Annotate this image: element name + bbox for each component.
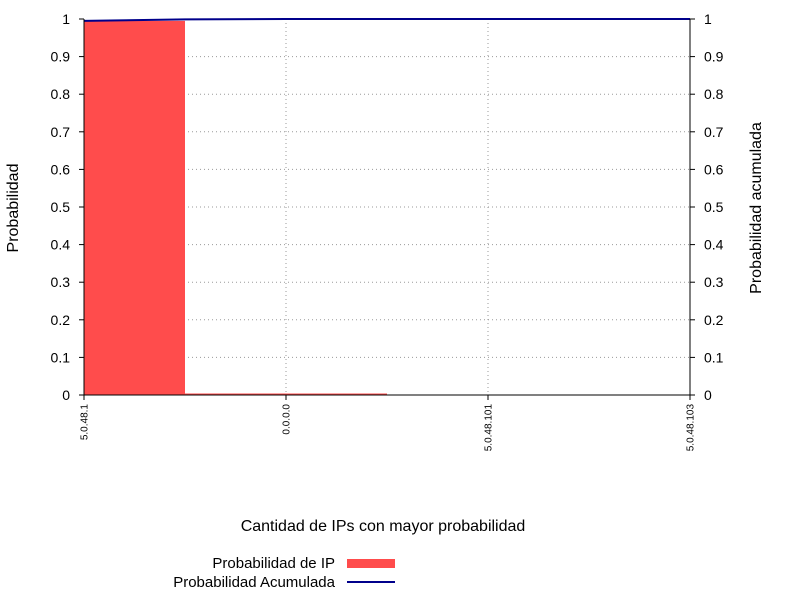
x-axis-ticks: 5.0.48.1 0.0.0.0 5.0.48.101 5.0.48.103 <box>80 395 697 451</box>
y-tick-label: 0.8 <box>51 86 71 102</box>
y2-tick-label: 1 <box>704 11 712 27</box>
y-axis-left-ticks: 0 0.1 0.2 0.3 0.4 0.5 0.6 0.7 0.8 0.9 1 <box>51 11 84 403</box>
y-tick-label: 0.1 <box>51 349 71 365</box>
y-tick-label: 0.5 <box>51 199 71 215</box>
y2-tick-label: 0.4 <box>704 237 724 253</box>
y-axis-right-ticks: 0 0.1 0.2 0.3 0.4 0.5 0.6 0.7 0.8 0.9 1 <box>690 11 724 403</box>
y-tick-label: 0.4 <box>51 237 71 253</box>
y-axis-title: Probabilidad <box>5 164 22 253</box>
y2-tick-label: 0.8 <box>704 86 724 102</box>
y-tick-label: 0.6 <box>51 161 71 177</box>
legend-label-bar: Probabilidad de IP <box>212 555 335 572</box>
y2-axis-title: Probabilidad acumulada <box>748 122 765 294</box>
bar <box>84 21 185 395</box>
x-tick-label: 5.0.48.101 <box>484 404 495 452</box>
y-tick-label: 0 <box>62 387 70 403</box>
x-tick-label: 0.0.0.0 <box>282 404 293 435</box>
legend-swatch-bar <box>347 559 395 568</box>
x-tick-label: 5.0.48.103 <box>686 404 697 452</box>
legend: Probabilidad de IP Probabilidad Acumulad… <box>173 555 395 591</box>
y2-tick-label: 0.9 <box>704 49 724 65</box>
y2-tick-label: 0.6 <box>704 161 724 177</box>
x-tick-label: 5.0.48.1 <box>80 404 91 441</box>
y-tick-label: 1 <box>62 11 70 27</box>
y-tick-label: 0.7 <box>51 124 71 140</box>
y-tick-label: 0.9 <box>51 49 71 65</box>
y2-tick-label: 0.1 <box>704 349 724 365</box>
y-tick-label: 0.2 <box>51 312 71 328</box>
y2-tick-label: 0 <box>704 387 712 403</box>
y2-tick-label: 0.2 <box>704 312 724 328</box>
y2-tick-label: 0.3 <box>704 274 724 290</box>
y-tick-label: 0.3 <box>51 274 71 290</box>
x-axis-title: Cantidad de IPs con mayor probabilidad <box>241 518 526 535</box>
y2-tick-label: 0.7 <box>704 124 724 140</box>
legend-label-line: Probabilidad Acumulada <box>173 574 335 591</box>
y2-tick-label: 0.5 <box>704 199 724 215</box>
